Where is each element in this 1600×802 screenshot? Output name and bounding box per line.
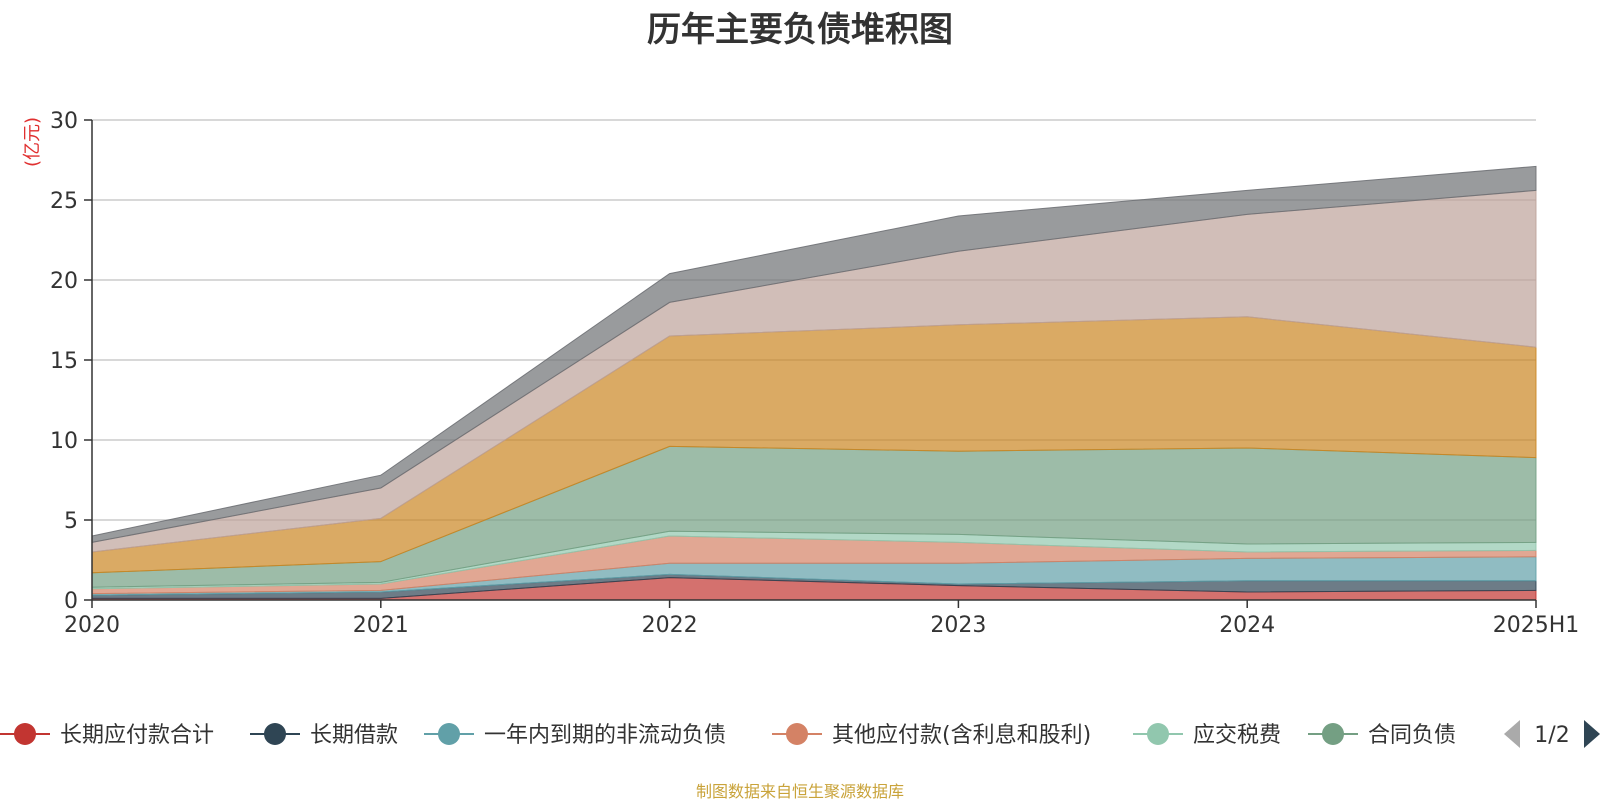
legend-label: 合同负债 (1368, 723, 1456, 748)
area-series (91, 165, 1537, 601)
legend-next-icon[interactable] (1584, 720, 1600, 748)
y-tick-label: 0 (64, 589, 78, 614)
legend-marker (264, 723, 286, 745)
y-axis-unit-label: (亿元) (22, 117, 43, 167)
x-tick-label: 2020 (64, 613, 120, 638)
legend-label: 应交税费 (1193, 723, 1281, 748)
legend-item[interactable]: 应交税费 (1133, 723, 1281, 748)
area-series-8 (91, 165, 1537, 544)
y-tick-label: 25 (50, 189, 78, 214)
legend-marker (1322, 723, 1344, 745)
x-tick-label: 2023 (930, 613, 986, 638)
x-tick-label: 2025H1 (1493, 613, 1580, 638)
legend-item[interactable]: 合同负债 (1308, 723, 1456, 748)
y-tick-label: 30 (50, 109, 78, 134)
y-tick-label: 15 (50, 349, 78, 374)
y-tick-label: 5 (64, 509, 78, 534)
legend-marker (14, 723, 36, 745)
legend-label: 一年内到期的非流动负债 (484, 723, 726, 748)
legend-page-indicator: 1/2 (1534, 723, 1569, 748)
x-tick-label: 2022 (642, 613, 698, 638)
legend-marker (438, 723, 460, 745)
legend-item[interactable]: 长期应付款合计 (0, 723, 214, 748)
legend-label: 长期应付款合计 (60, 723, 214, 748)
legend-marker (786, 723, 808, 745)
legend-pager[interactable]: 1/2 (1504, 720, 1600, 748)
legend[interactable]: 长期应付款合计 长期借款 一年内到期的非流动负债 其他应付款(含利息和股利) 应交税费 合… (0, 720, 1600, 748)
legend-item[interactable]: 其他应付款(含利息和股利) (772, 723, 1091, 748)
y-tick-label: 20 (50, 269, 78, 294)
legend-prev-icon[interactable] (1504, 720, 1520, 748)
legend-label: 其他应付款(含利息和股利) (832, 723, 1091, 748)
x-tick-label: 2024 (1219, 613, 1275, 638)
legend-item[interactable]: 一年内到期的非流动负债 (424, 723, 726, 748)
legend-marker (1147, 723, 1169, 745)
chart-title: 历年主要负债堆积图 (647, 10, 953, 50)
legend-item[interactable]: 长期借款 (250, 723, 398, 748)
y-tick-label: 10 (50, 429, 78, 454)
source-note: 制图数据来自恒生聚源数据库 (695, 782, 904, 801)
legend-label: 长期借款 (310, 723, 398, 748)
axes: 0 5 10 15 20 25 30 2020 2021 2022 2023 2024 2025H1 (50, 109, 1579, 638)
x-tick-label: 2021 (353, 613, 409, 638)
